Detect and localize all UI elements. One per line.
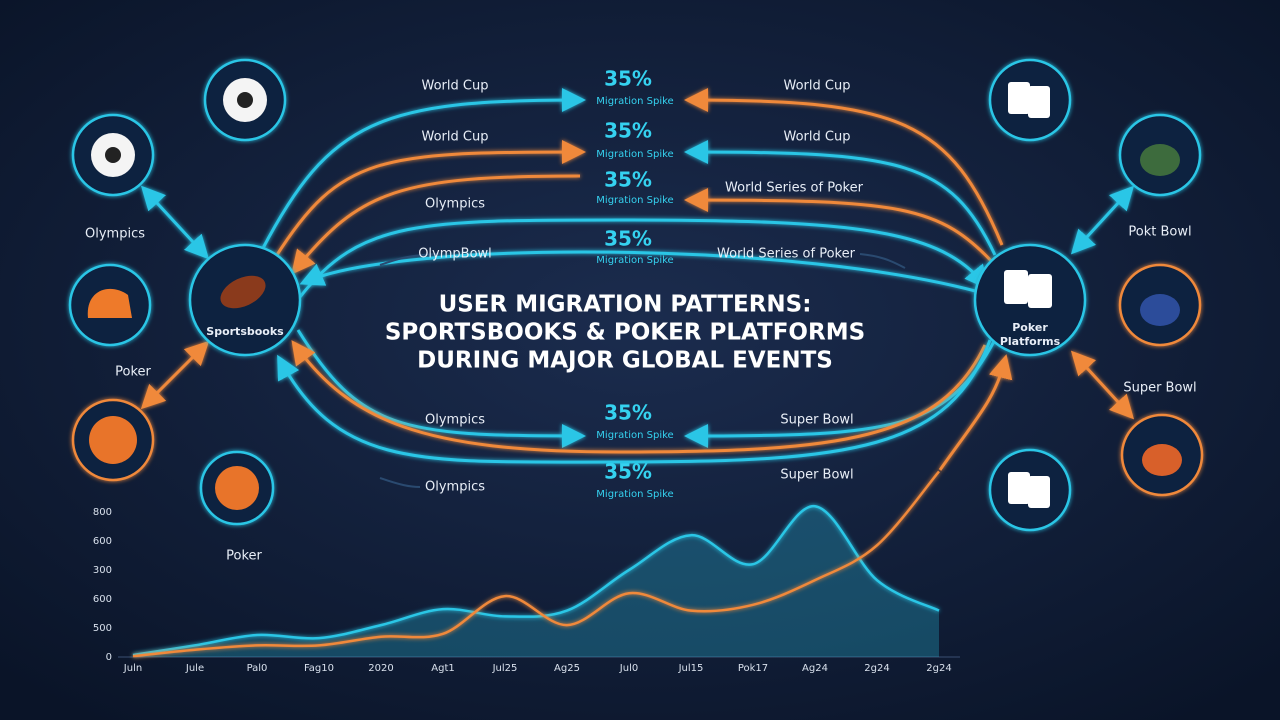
x-tick-label: Juln: [123, 663, 142, 674]
x-tick-label: 2g24: [864, 663, 889, 674]
flow-note: Migration Spike: [596, 195, 673, 206]
x-tick-label: Pok17: [738, 663, 768, 674]
flow-label: Olympics: [425, 413, 485, 428]
area: [133, 506, 939, 657]
flows: [260, 88, 1013, 488]
flow-percent: 35%: [604, 401, 652, 425]
y-tick-label: 600: [93, 536, 112, 547]
x-tick-label: Fag10: [304, 663, 334, 674]
hub-label: Poker: [1012, 321, 1048, 334]
node-label: Olympics: [85, 227, 145, 242]
y-tick-label: 500: [93, 623, 112, 634]
y-tick-label: 800: [93, 507, 112, 518]
flow-label: World Cup: [784, 79, 851, 94]
x-tick-label: Jul0: [619, 663, 638, 674]
hub-label: Sportsbooks: [206, 325, 284, 338]
title-line: DURING MAJOR GLOBAL EVENTS: [417, 348, 833, 374]
flow-note: Migration Spike: [596, 430, 673, 441]
x-tick-label: Jul25: [492, 663, 518, 674]
x-tick-label: 2g24: [926, 663, 951, 674]
connectors: [140, 142, 1135, 446]
flow-note: Migration Spike: [596, 149, 673, 160]
flow-label: Olympics: [425, 480, 485, 495]
x-tick-label: Ag24: [802, 663, 828, 674]
title-line: USER MIGRATION PATTERNS:: [439, 292, 812, 318]
x-tick-label: Ag25: [554, 663, 580, 674]
y-tick-label: 300: [93, 565, 112, 576]
y-tick-label: 0: [106, 652, 112, 663]
node-label: Pokt Bowl: [1128, 225, 1191, 240]
hub-label: Platforms: [1000, 335, 1061, 348]
node-label: Poker: [115, 365, 151, 380]
flow-label: World Series of Poker: [725, 181, 864, 196]
line: [132, 504, 940, 657]
x-tick-label: Jul15: [678, 663, 704, 674]
y-tick-label: 600: [93, 594, 112, 605]
flow-label: Olympics: [425, 197, 485, 212]
flow-percent: 35%: [604, 460, 652, 484]
flow-label: OlympBowl: [418, 247, 492, 262]
line: [132, 470, 940, 658]
flow-label: World Cup: [422, 130, 489, 145]
nodes: [68, 58, 1204, 532]
flow-percent: 35%: [604, 119, 652, 143]
x-tick-label: Agt1: [431, 663, 454, 674]
flow-percent: 35%: [604, 67, 652, 91]
flow-note: Migration Spike: [596, 96, 673, 107]
x-tick-label: Pal0: [247, 663, 268, 674]
flow-note: Migration Spike: [596, 489, 673, 500]
title-line: SPORTSBOOKS & POKER PLATFORMS: [385, 320, 865, 346]
flow-label: Super Bowl: [780, 468, 853, 483]
x-tick-label: 2020: [368, 663, 393, 674]
node-label: Poker: [226, 549, 262, 564]
flow-label: Super Bowl: [780, 413, 853, 428]
flow-label: World Series of Poker: [717, 247, 856, 262]
x-tick-label: Jule: [185, 663, 204, 674]
node-label: Super Bowl: [1123, 381, 1196, 396]
flow-percent: 35%: [604, 227, 652, 251]
flow-note: Migration Spike: [596, 255, 673, 266]
flow-label: World Cup: [784, 130, 851, 145]
flow-label: World Cup: [422, 79, 489, 94]
flow-percent: 35%: [604, 168, 652, 192]
